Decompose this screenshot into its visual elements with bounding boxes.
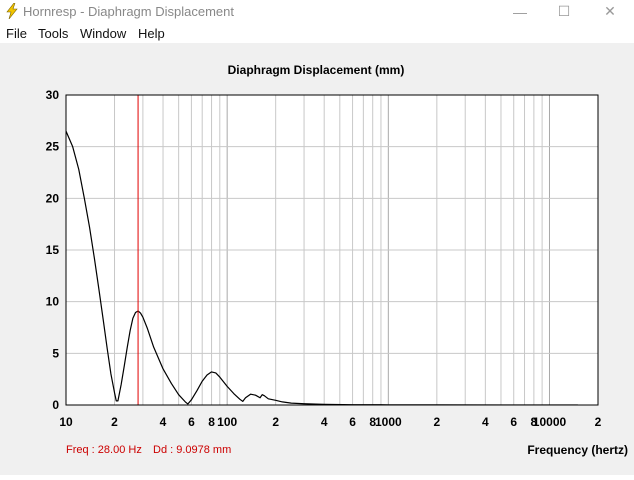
y-tick-label: 20 bbox=[46, 191, 60, 205]
close-button[interactable]: ✕ bbox=[587, 0, 633, 23]
window-title: Hornresp - Diaphragm Displacement bbox=[23, 4, 234, 19]
menu-tools[interactable]: Tools bbox=[38, 26, 69, 41]
title-bar: Hornresp - Diaphragm Displacement — ☐ ✕ bbox=[0, 0, 634, 23]
x-tick-label: 8 bbox=[369, 415, 376, 429]
lightning-bolt-icon bbox=[6, 3, 18, 19]
x-tick-label: 4 bbox=[160, 415, 167, 429]
y-tick-label: 30 bbox=[46, 88, 60, 102]
menu-file[interactable]: File bbox=[6, 26, 27, 41]
minimize-button[interactable]: — bbox=[497, 0, 543, 23]
x-tick-label: 8 bbox=[531, 415, 538, 429]
x-tick-label: 4 bbox=[321, 415, 328, 429]
x-tick-label: 4 bbox=[482, 415, 489, 429]
menu-bar: File Tools Window Help bbox=[0, 23, 634, 43]
x-tick-label: 6 bbox=[188, 415, 195, 429]
x-tick-label: 2 bbox=[272, 415, 279, 429]
x-tick-label: 100 bbox=[217, 415, 237, 429]
menu-help[interactable]: Help bbox=[138, 26, 165, 41]
x-tick-label: 2 bbox=[433, 415, 440, 429]
y-tick-label: 10 bbox=[46, 295, 60, 309]
plot-frame bbox=[65, 94, 599, 406]
close-icon: ✕ bbox=[604, 3, 616, 19]
y-tick-label: 25 bbox=[46, 140, 60, 154]
displacement-chart: Diaphragm Displacement (mm) 0 5 10 15 20 25 30… bbox=[46, 63, 602, 429]
x-tick-label: 6 bbox=[510, 415, 517, 429]
displacement-readout: Dd : 9.0978 mm bbox=[153, 444, 232, 456]
y-tick-label: 0 bbox=[52, 398, 59, 412]
x-tick-label: 10000 bbox=[533, 415, 567, 429]
x-tick-label: 10 bbox=[59, 415, 73, 429]
freq-readout: Freq : 28.00 Hz bbox=[66, 444, 142, 456]
chart-window: Diaphragm Displacement (mm) 0 5 10 15 20 25 30… bbox=[0, 43, 634, 475]
displacement-curve bbox=[65, 130, 578, 406]
x-tick-label: 1000 bbox=[375, 415, 402, 429]
x-axis-label: Frequency (hertz) bbox=[527, 443, 628, 457]
y-tick-label: 5 bbox=[52, 346, 59, 360]
x-tick-label: 6 bbox=[349, 415, 356, 429]
y-tick-label: 15 bbox=[46, 243, 60, 257]
maximize-button[interactable]: ☐ bbox=[541, 0, 587, 23]
menu-window[interactable]: Window bbox=[80, 26, 127, 41]
maximize-icon: ☐ bbox=[557, 3, 571, 19]
chart-title: Diaphragm Displacement (mm) bbox=[228, 63, 405, 77]
x-tick-label: 2 bbox=[595, 415, 602, 429]
x-tick-label: 8 bbox=[208, 415, 215, 429]
x-tick-label: 2 bbox=[111, 415, 118, 429]
minimize-icon: — bbox=[513, 3, 527, 20]
